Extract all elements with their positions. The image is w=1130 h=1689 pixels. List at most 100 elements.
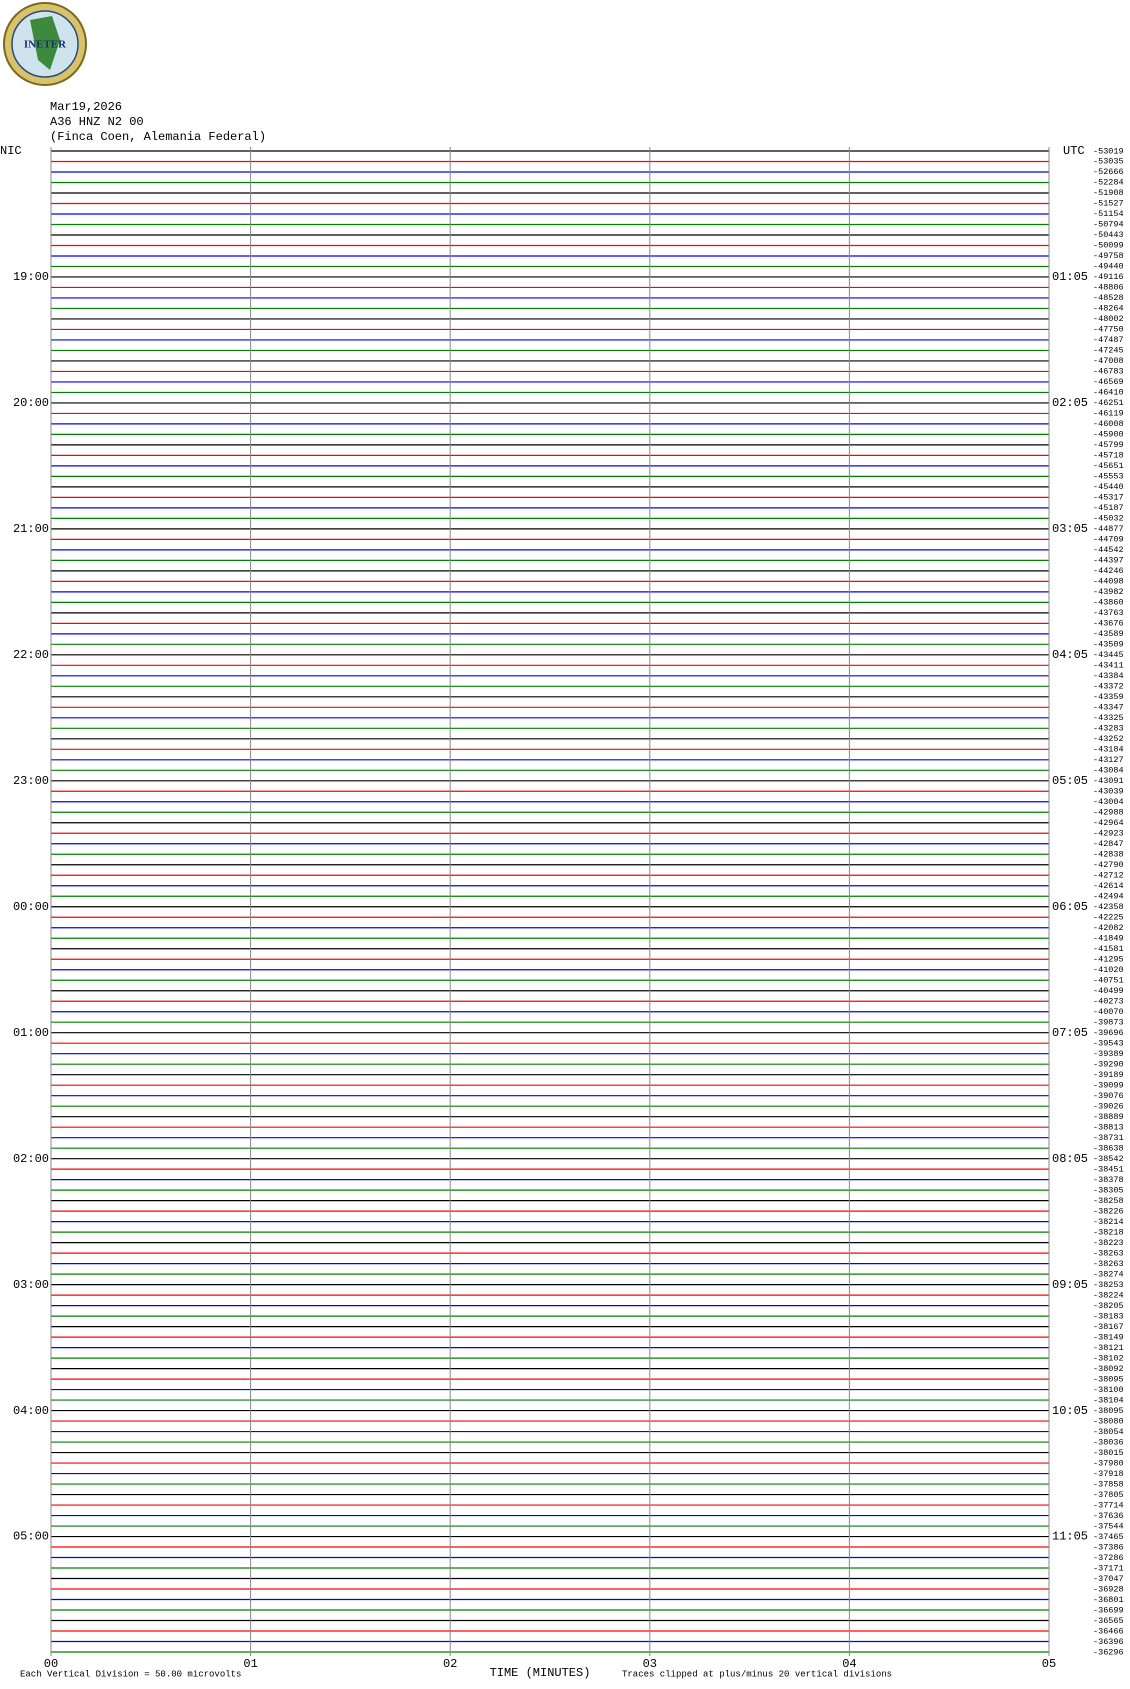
- trace-offset-label: -41295: [1093, 954, 1124, 964]
- trace-offset-label: -38223: [1093, 1238, 1124, 1248]
- left-zone: NIC: [0, 144, 22, 158]
- trace-offset-label: -38224: [1093, 1290, 1124, 1300]
- trace-offset-label: -38102: [1093, 1353, 1124, 1363]
- trace-offset-label: -43411: [1093, 661, 1124, 671]
- right-zone: UTC: [1063, 144, 1085, 158]
- trace-offset-label: -39543: [1093, 1038, 1124, 1048]
- trace-offset-label: -38263: [1093, 1248, 1124, 1258]
- trace-offset-label: -36801: [1093, 1595, 1124, 1605]
- scale-note: Each Vertical Division = 50.00 microvolt…: [20, 1669, 241, 1679]
- trace-offset-label: -39696: [1093, 1028, 1124, 1038]
- local-hour-label: 21:00: [13, 522, 49, 536]
- trace-offset-label: -45718: [1093, 451, 1124, 461]
- trace-offset-label: -38638: [1093, 1143, 1124, 1153]
- trace-offset-label: -37386: [1093, 1542, 1124, 1552]
- local-hour-label: 02:00: [13, 1152, 49, 1166]
- trace-offset-label: -38378: [1093, 1175, 1124, 1185]
- trace-offset-label: -42964: [1093, 818, 1124, 828]
- local-hour-label: 00:00: [13, 900, 49, 914]
- trace-offset-label: -38813: [1093, 1122, 1124, 1132]
- trace-offset-label: -37714: [1093, 1500, 1124, 1510]
- trace-offset-label: -45187: [1093, 503, 1124, 513]
- trace-offset-label: -46008: [1093, 419, 1124, 429]
- trace-offset-label: -47487: [1093, 335, 1124, 345]
- trace-offset-label: -39026: [1093, 1101, 1124, 1111]
- trace-offset-label: -53035: [1093, 157, 1124, 167]
- trace-offset-label: -43445: [1093, 650, 1124, 660]
- trace-offset-label: -38015: [1093, 1448, 1124, 1458]
- trace-offset-label: -40751: [1093, 975, 1124, 985]
- trace-offset-label: -43283: [1093, 724, 1124, 734]
- trace-offset-label: -38542: [1093, 1154, 1124, 1164]
- trace-offset-label: -37980: [1093, 1458, 1124, 1468]
- trace-offset-label: -50443: [1093, 230, 1124, 240]
- trace-offset-label: -44098: [1093, 577, 1124, 587]
- utc-hour-label: 06:05: [1052, 900, 1088, 914]
- trace-offset-label: -53019: [1093, 146, 1124, 156]
- trace-offset-label: -46119: [1093, 409, 1124, 419]
- trace-offset-label: -37047: [1093, 1574, 1124, 1584]
- trace-offset-label: -38080: [1093, 1416, 1124, 1426]
- trace-offset-label: -48806: [1093, 283, 1124, 293]
- trace-offset-label: -38183: [1093, 1311, 1124, 1321]
- trace-offset-label: -37465: [1093, 1532, 1124, 1542]
- utc-hour-label: 05:05: [1052, 774, 1088, 788]
- trace-offset-label: -46783: [1093, 367, 1124, 377]
- local-hour-label: 01:00: [13, 1026, 49, 1040]
- x-tick-label: 03: [643, 1657, 657, 1671]
- trace-offset-label: -50794: [1093, 220, 1124, 230]
- logo: INETER: [3, 2, 87, 86]
- x-axis-title: TIME (MINUTES): [490, 1666, 591, 1680]
- trace-offset-label: -44709: [1093, 535, 1124, 545]
- trace-offset-label: -38100: [1093, 1385, 1124, 1395]
- trace-offset-label: -38226: [1093, 1206, 1124, 1216]
- trace-offset-label: -42358: [1093, 902, 1124, 912]
- utc-hour-label: 07:05: [1052, 1026, 1088, 1040]
- trace-offset-label: -39099: [1093, 1080, 1124, 1090]
- x-tick-label: 04: [842, 1657, 856, 1671]
- trace-offset-label: -45553: [1093, 472, 1124, 482]
- trace-offset-label: -46251: [1093, 398, 1124, 408]
- trace-offset-label: -43325: [1093, 713, 1124, 723]
- trace-offset-label: -38036: [1093, 1437, 1124, 1447]
- trace-offset-label: -42494: [1093, 892, 1124, 902]
- trace-offset-label: -38095: [1093, 1406, 1124, 1416]
- trace-offset-label: -39873: [1093, 1017, 1124, 1027]
- trace-offset-label: -38731: [1093, 1133, 1124, 1143]
- trace-offset-label: -48264: [1093, 304, 1124, 314]
- trace-offset-label: -42988: [1093, 808, 1124, 818]
- trace-offset-label: -42790: [1093, 860, 1124, 870]
- trace-offset-label: -43384: [1093, 671, 1124, 681]
- location: (Finca Coen, Alemania Federal): [50, 130, 266, 144]
- trace-offset-label: -42923: [1093, 829, 1124, 839]
- trace-offset-label: -36565: [1093, 1616, 1124, 1626]
- trace-offset-label: -47245: [1093, 346, 1124, 356]
- trace-offset-label: -38121: [1093, 1343, 1124, 1353]
- trace-offset-label: -45440: [1093, 482, 1124, 492]
- trace-offset-label: -37805: [1093, 1490, 1124, 1500]
- trace-offset-label: -37858: [1093, 1479, 1124, 1489]
- trace-offset-label: -50099: [1093, 241, 1124, 251]
- trace-offset-label: -36396: [1093, 1637, 1124, 1647]
- local-hour-label: 23:00: [13, 774, 49, 788]
- trace-offset-label: -42847: [1093, 839, 1124, 849]
- trace-offset-label: -43252: [1093, 734, 1124, 744]
- trace-offset-label: -43763: [1093, 608, 1124, 618]
- trace-offset-label: -44397: [1093, 556, 1124, 566]
- trace-offset-label: -48528: [1093, 293, 1124, 303]
- trace-offset-label: -47008: [1093, 356, 1124, 366]
- trace-offset-label: -43860: [1093, 598, 1124, 608]
- trace-offset-label: -38214: [1093, 1217, 1124, 1227]
- trace-offset-label: -42082: [1093, 923, 1124, 933]
- trace-offset-label: -45651: [1093, 461, 1124, 471]
- utc-hour-label: 02:05: [1052, 396, 1088, 410]
- trace-offset-label: -38305: [1093, 1185, 1124, 1195]
- trace-offset-label: -38054: [1093, 1427, 1124, 1437]
- trace-offset-label: -43509: [1093, 640, 1124, 650]
- trace-offset-label: -37636: [1093, 1511, 1124, 1521]
- trace-offset-label: -47750: [1093, 325, 1124, 335]
- trace-offset-label: -37918: [1093, 1469, 1124, 1479]
- trace-offset-label: -51908: [1093, 188, 1124, 198]
- trace-offset-label: -37544: [1093, 1521, 1124, 1531]
- trace-offset-label: -38263: [1093, 1259, 1124, 1269]
